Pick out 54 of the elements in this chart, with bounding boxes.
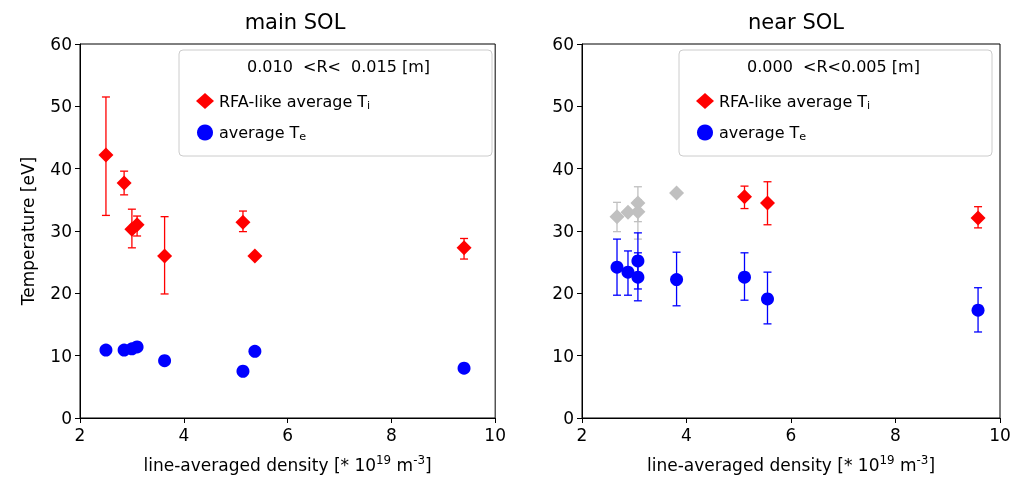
x-tick-label: 4 bbox=[681, 424, 692, 445]
y-tick-label: 60 bbox=[50, 34, 72, 54]
point bbox=[236, 364, 250, 378]
point bbox=[971, 303, 985, 317]
point bbox=[99, 343, 113, 357]
x-tick-label: 6 bbox=[785, 424, 797, 445]
point bbox=[130, 340, 144, 354]
point bbox=[670, 273, 684, 287]
x-tick-label: 4 bbox=[178, 424, 190, 445]
point bbox=[970, 210, 986, 226]
y-axis-title: Temperature [eV] bbox=[17, 156, 38, 307]
point bbox=[248, 344, 262, 358]
point bbox=[457, 361, 471, 375]
chart-title: main SOL bbox=[244, 9, 346, 34]
y-tick-label: 40 bbox=[50, 158, 72, 179]
x-tick-label: 6 bbox=[282, 424, 294, 445]
point bbox=[610, 260, 624, 274]
y-tick-label: 50 bbox=[552, 96, 574, 117]
point bbox=[761, 292, 774, 306]
point bbox=[737, 189, 752, 205]
y-tick-label: 10 bbox=[552, 345, 574, 366]
chart-title: near SOL bbox=[748, 9, 845, 34]
x-tick-label: 10 bbox=[484, 424, 506, 445]
y-tick-label: 20 bbox=[50, 283, 72, 304]
point bbox=[235, 214, 251, 230]
point bbox=[116, 175, 132, 191]
point bbox=[129, 217, 145, 233]
legend-title: 0.010 <R< 0.015 [m] bbox=[247, 56, 431, 76]
x-tick-label: 8 bbox=[890, 424, 901, 445]
point bbox=[609, 209, 625, 225]
point bbox=[456, 240, 472, 256]
point bbox=[98, 147, 114, 163]
y-tick-label: 50 bbox=[50, 96, 72, 117]
x-tick-label: 8 bbox=[385, 424, 397, 445]
point bbox=[158, 354, 172, 368]
y-tick-label: 10 bbox=[50, 345, 72, 366]
point bbox=[621, 265, 635, 279]
y-tick-label: 60 bbox=[552, 34, 574, 54]
x-tick-label: 10 bbox=[989, 424, 1011, 445]
point bbox=[669, 185, 685, 201]
y-tick-label: 30 bbox=[552, 221, 574, 241]
legend-title: 0.000 <R<0.005 [m] bbox=[747, 56, 920, 76]
point bbox=[631, 270, 645, 284]
y-tick-label: 30 bbox=[50, 221, 72, 241]
y-tick-label: 0 bbox=[563, 408, 574, 428]
y-tick-label: 0 bbox=[61, 408, 72, 428]
point bbox=[157, 248, 173, 264]
point bbox=[759, 195, 775, 211]
point bbox=[247, 248, 263, 264]
point bbox=[738, 270, 751, 284]
y-tick-label: 20 bbox=[552, 283, 574, 304]
x-tick-label: 2 bbox=[576, 424, 588, 445]
x-tick-label: 2 bbox=[74, 424, 86, 445]
y-tick-label: 40 bbox=[552, 158, 574, 179]
